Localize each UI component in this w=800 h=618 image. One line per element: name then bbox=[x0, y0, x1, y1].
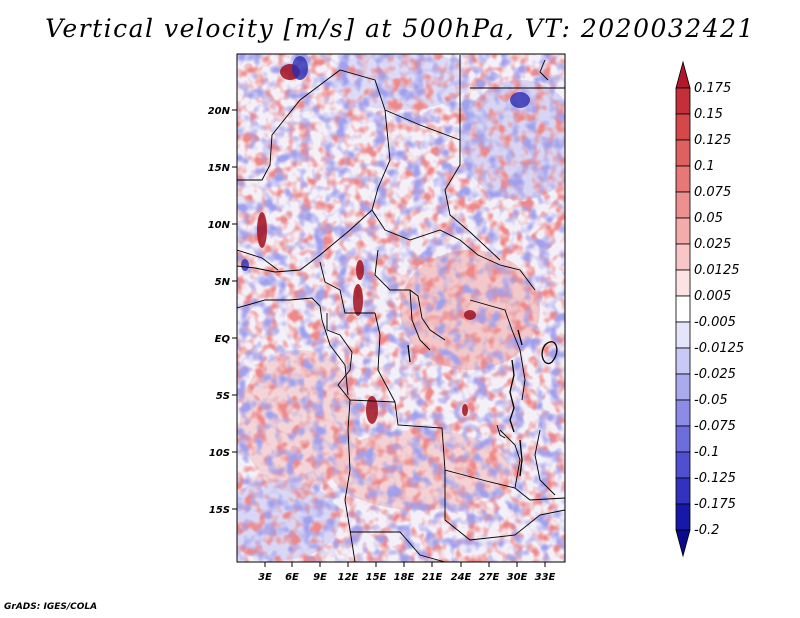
lat-tick-label: 20N bbox=[208, 106, 231, 117]
colorbar-swatch bbox=[675, 87, 691, 115]
vertical-velocity-field bbox=[237, 54, 565, 562]
colorbar-swatch bbox=[675, 191, 691, 219]
lon-tick-label: 30E bbox=[507, 572, 528, 583]
colorbar-label: -0.0125 bbox=[694, 341, 744, 356]
colorbar-swatch bbox=[675, 503, 691, 531]
colorbar-label: 0.05 bbox=[694, 211, 723, 226]
colorbar-swatch bbox=[675, 399, 691, 427]
colorbar-label: 0.1 bbox=[694, 159, 715, 174]
lon-tick-label: 21E bbox=[422, 572, 443, 583]
lat-tick-label: 5S bbox=[216, 391, 230, 402]
lat-tick-label: 5N bbox=[215, 277, 231, 288]
colorbar-swatch bbox=[675, 139, 691, 167]
axis-ticks bbox=[232, 109, 546, 567]
colorbar-swatch bbox=[675, 373, 691, 401]
lon-tick-label: 3E bbox=[258, 572, 272, 583]
longitude-labels: 3E 6E 9E 12E 15E 18E 21E 24E 27E 30E 33E bbox=[258, 572, 555, 583]
colorbar-label: 0.15 bbox=[694, 107, 723, 122]
lon-tick-label: 33E bbox=[535, 572, 556, 583]
lon-tick-label: 12E bbox=[338, 572, 359, 583]
lon-tick-label: 24E bbox=[451, 572, 472, 583]
colorbar-label: 0.0125 bbox=[694, 263, 740, 278]
lat-tick-label: EQ bbox=[215, 334, 231, 345]
colorbar-label: 0.175 bbox=[694, 81, 731, 96]
colorbar-label: -0.125 bbox=[694, 471, 736, 486]
colorbar-swatch bbox=[675, 217, 691, 245]
lat-tick-label: 15S bbox=[209, 505, 230, 516]
lon-tick-label: 9E bbox=[313, 572, 327, 583]
colorbar-label: -0.075 bbox=[694, 419, 736, 434]
colorbar-label: -0.025 bbox=[694, 367, 736, 382]
colorbar-swatch bbox=[675, 269, 691, 297]
colorbar-max-triangle bbox=[675, 60, 691, 89]
colorbar-swatch bbox=[675, 451, 691, 479]
colorbar-label: 0.075 bbox=[694, 185, 731, 200]
lon-tick-label: 15E bbox=[366, 572, 387, 583]
colorbar-label: 0.025 bbox=[694, 237, 731, 252]
colorbar bbox=[675, 60, 691, 558]
country-borders bbox=[237, 55, 565, 562]
colorbar-swatch bbox=[675, 295, 691, 323]
colorbar-label: 0.125 bbox=[694, 133, 731, 148]
colorbar-swatch bbox=[675, 425, 691, 453]
colorbar-label: 0.005 bbox=[694, 289, 731, 304]
colorbar-swatch bbox=[675, 165, 691, 193]
colorbar-swatch bbox=[675, 477, 691, 505]
colorbar-swatch bbox=[675, 321, 691, 349]
colorbar-min-triangle bbox=[675, 529, 691, 558]
colorbar-swatch bbox=[675, 243, 691, 271]
map-title: Vertical velocity [m/s] at 500hPa, VT: 2… bbox=[45, 14, 755, 43]
lakes bbox=[407, 329, 558, 477]
grads-credit: GrADS: IGES/COLA bbox=[4, 602, 98, 612]
colorbar-label: -0.005 bbox=[694, 315, 736, 330]
lat-tick-label: 15N bbox=[208, 163, 231, 174]
latitude-labels: 20N 15N 10N 5N EQ 5S 10S 15S bbox=[208, 106, 231, 516]
lon-tick-label: 6E bbox=[285, 572, 299, 583]
lon-tick-label: 18E bbox=[394, 572, 415, 583]
colorbar-label: -0.2 bbox=[694, 523, 719, 538]
colorbar-label: -0.05 bbox=[694, 393, 728, 408]
lat-tick-label: 10S bbox=[209, 448, 230, 459]
lon-tick-label: 27E bbox=[479, 572, 500, 583]
colorbar-label: -0.175 bbox=[694, 497, 736, 512]
colorbar-labels: 0.175 0.15 0.125 0.1 0.075 0.05 0.025 0.… bbox=[694, 81, 744, 538]
lat-tick-label: 10N bbox=[208, 220, 231, 231]
colorbar-swatch bbox=[675, 113, 691, 141]
colorbar-label: -0.1 bbox=[694, 445, 719, 460]
plot-frame bbox=[236, 53, 566, 563]
colorbar-swatch bbox=[675, 347, 691, 375]
